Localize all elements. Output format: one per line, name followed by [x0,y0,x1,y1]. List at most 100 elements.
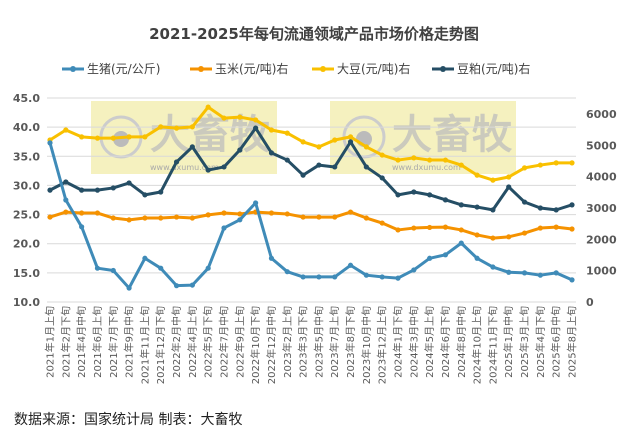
watermark-url-2: www.dxumu.com [392,163,461,172]
footer-source: 数据来源：国家统计局 制表：大畜牧 [14,411,242,428]
x-tick-label: 2025年8月上旬 [566,306,579,378]
left-tick-label: 35.0 [13,150,40,163]
data-point [142,134,148,140]
data-point [253,200,259,206]
data-point [521,230,528,236]
x-tick-label: 2022年5月下旬 [202,306,215,378]
data-point [300,139,306,145]
data-point [379,220,385,226]
data-point [442,224,449,230]
data-point [268,150,275,156]
data-point [379,152,385,158]
data-point [63,127,69,133]
x-tick-label: 2021年11月上旬 [138,306,151,384]
data-point [94,187,101,193]
data-point [569,226,575,232]
data-point [506,234,512,240]
left-tick-label: 20.0 [13,238,40,251]
x-tick-label: 2022年4月上旬 [186,306,199,378]
data-point [205,212,211,218]
data-point [189,282,195,288]
x-tick-label: 2021年2月下旬 [59,306,72,378]
data-point [332,274,338,280]
x-tick-label: 2023年5月中旬 [312,306,325,378]
series-0 [47,140,575,291]
data-point [553,207,559,213]
data-point [110,135,116,141]
data-point [411,267,417,273]
x-tick-label: 2021年1月上旬 [44,306,57,378]
x-tick-label: 2024年3月中旬 [407,306,420,378]
left-tick-label: 30.0 [13,179,40,192]
data-point [474,172,480,178]
gridlines [47,97,576,303]
data-point [221,164,227,170]
legend-marker [198,66,204,72]
data-point [205,265,211,271]
chart-title: 2021-2025年每旬流通领域产品市场价格走势图 [149,25,479,43]
data-point [142,255,148,261]
legend-label: 玉米(元/吨)右 [215,61,288,76]
data-point [268,210,275,216]
right-tick-label: 6000 [586,108,617,121]
data-point [395,192,401,198]
watermark-url: www.dxumu.com [150,163,219,172]
data-point [316,274,322,280]
data-point [521,199,528,205]
data-point [63,209,69,215]
right-tick-label: 0 [586,296,594,309]
data-point [332,214,338,220]
data-point [110,185,116,191]
data-point [347,209,354,215]
right-tick-label: 1000 [586,265,617,278]
data-point [490,207,496,213]
right-tick-label: 3000 [586,202,617,215]
data-point [316,214,322,220]
data-point [458,240,464,246]
x-tick-label: 2021年12月下旬 [154,306,167,384]
data-point [506,174,512,180]
data-point [221,210,227,216]
data-point [569,277,575,283]
data-point [126,180,132,186]
data-point [94,210,101,216]
left-tick-label: 25.0 [13,209,40,222]
right-tick-label: 4000 [586,171,617,184]
x-tick-label: 2021年9月中旬 [123,306,136,378]
legend-label: 豆粕(元/吨)右 [457,61,530,76]
data-point [47,214,53,220]
data-point [553,224,559,230]
data-point [142,192,148,198]
data-point [79,134,85,140]
data-point [569,202,575,208]
legend: 生猪(元/公斤) 玉米(元/吨)右 大豆(元/吨)右 豆粕(元/吨)右 [62,61,530,76]
data-point [284,211,290,217]
data-point [268,255,275,261]
x-tick-label: 2022年7月中旬 [218,306,231,378]
data-point [347,134,354,140]
data-point [363,144,369,150]
data-point [173,214,180,220]
x-tick-label: 2024年8月中旬 [455,306,468,378]
x-tick-label: 2023年3月下旬 [297,306,310,378]
data-point [205,104,211,110]
data-point [458,227,464,233]
data-point [63,197,69,203]
x-tick-label: 2024年11月下旬 [486,306,499,384]
data-point [537,272,543,278]
series-line [48,142,573,290]
x-tick-label: 2021年7月下旬 [107,306,120,378]
data-point [490,264,496,270]
data-point [284,269,290,275]
x-tick-label: 2022年2月中旬 [170,306,183,378]
left-tick-label: 10.0 [13,296,40,309]
data-point [521,165,528,171]
x-axis: 2021年1月上旬 2021年2月下旬 2021年4月中旬 2021年6月上旬 2021… [44,306,579,384]
data-point [126,285,132,291]
data-point [158,265,164,271]
data-point [173,125,180,131]
data-point [316,144,322,150]
data-point [442,157,449,163]
data-point [126,134,132,140]
